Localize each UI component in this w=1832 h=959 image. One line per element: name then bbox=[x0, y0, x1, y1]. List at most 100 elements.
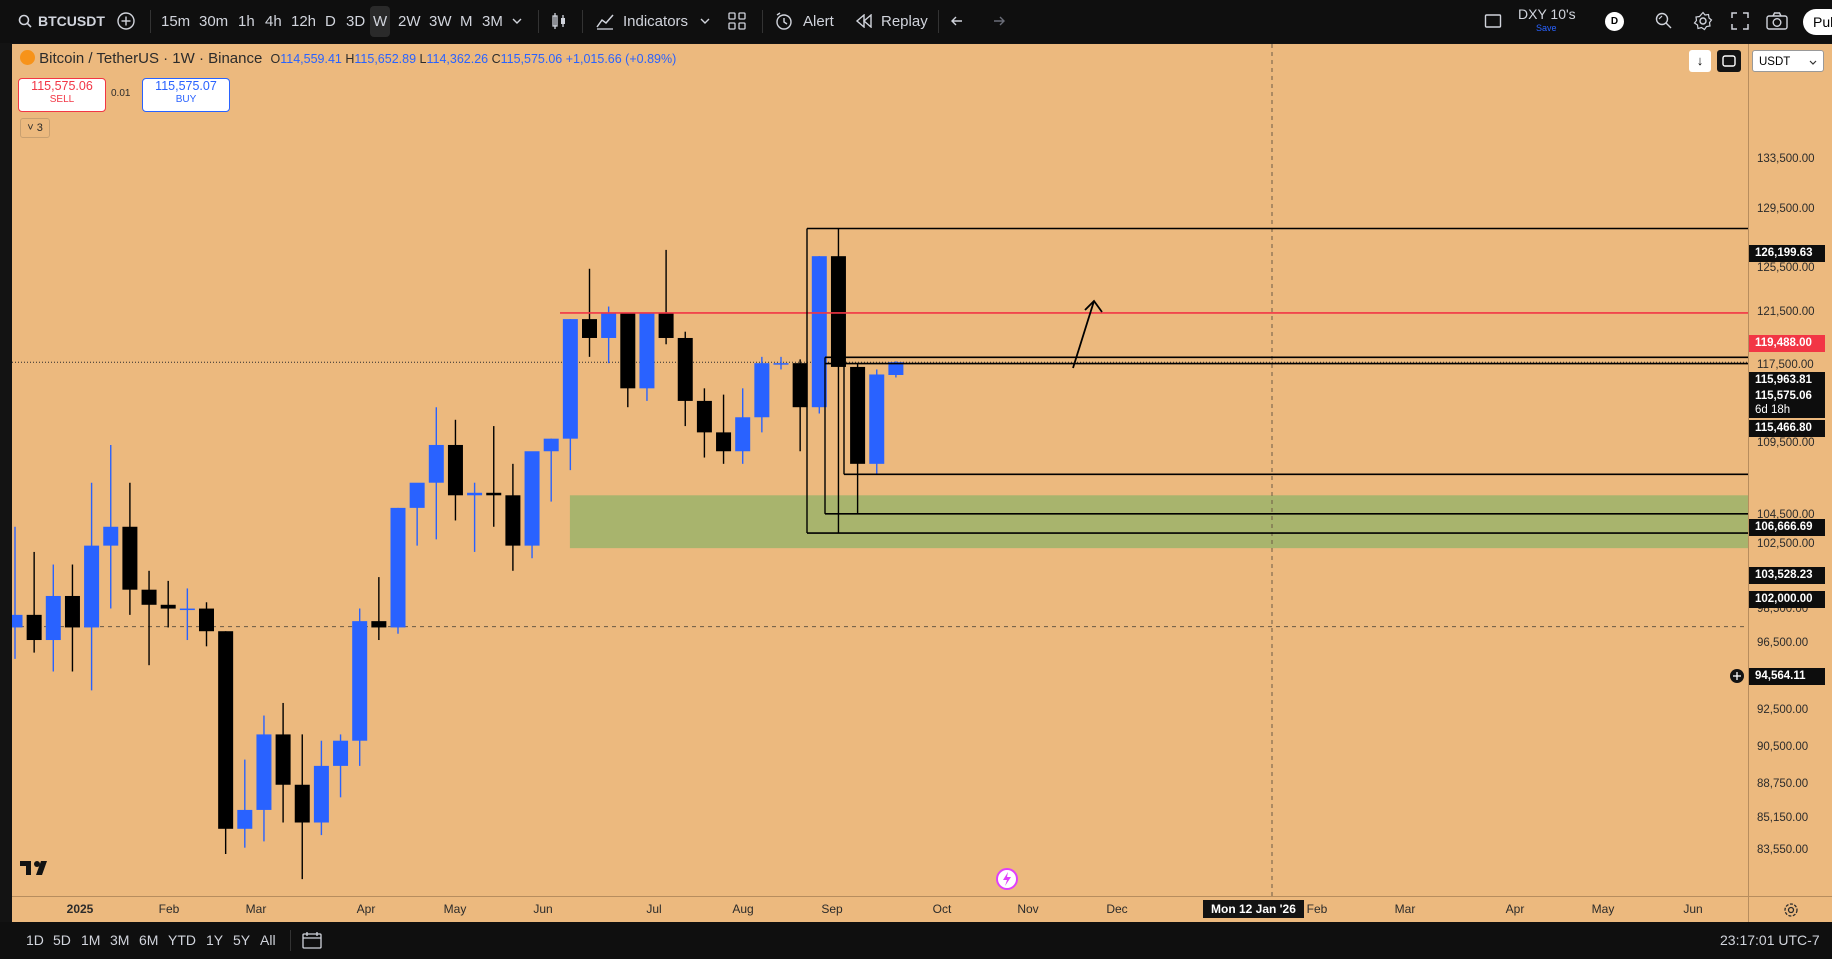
candle-body bbox=[160, 604, 176, 609]
interval-d[interactable]: D bbox=[325, 13, 336, 30]
buy-button[interactable]: 115,575.07 BUY bbox=[142, 78, 230, 112]
chevron-down-icon[interactable] bbox=[700, 0, 710, 43]
tradingview-logo[interactable] bbox=[20, 858, 54, 878]
top-toolbar: BTCUSDT 15m 30m 1h 4h 12h D 3D W 2W 3W M… bbox=[0, 0, 1832, 43]
candle-body bbox=[505, 495, 521, 546]
scroll-to-latest-icon[interactable]: ↓ bbox=[1689, 50, 1711, 72]
fullscreen-icon[interactable] bbox=[1731, 0, 1749, 43]
time-scale-label: Oct bbox=[932, 902, 952, 916]
candle-body bbox=[275, 734, 291, 785]
time-scale-label: May bbox=[443, 902, 467, 916]
price-scale-label: 83,550.00 bbox=[1757, 844, 1809, 856]
layout-square-icon[interactable] bbox=[1484, 0, 1502, 43]
candle-body bbox=[84, 545, 100, 628]
interval-30m[interactable]: 30m bbox=[199, 13, 229, 30]
interval-3d[interactable]: 3D bbox=[346, 13, 366, 30]
price-level-tag: 106,666.69 bbox=[1749, 518, 1825, 536]
axis-corner[interactable] bbox=[1748, 896, 1832, 923]
replay-button[interactable]: Replay bbox=[881, 13, 928, 30]
price-chart[interactable] bbox=[12, 44, 1748, 896]
symbol-search-button[interactable]: BTCUSDT bbox=[38, 13, 105, 29]
lightning-event-icon[interactable] bbox=[996, 868, 1018, 890]
price-scale-label: 109,500.00 bbox=[1757, 437, 1815, 449]
avatar[interactable]: D bbox=[1605, 12, 1624, 31]
redo-icon[interactable] bbox=[989, 0, 1005, 43]
candle-body bbox=[830, 256, 846, 367]
search-icon[interactable] bbox=[18, 0, 32, 43]
candle-body bbox=[352, 621, 368, 741]
candle-body bbox=[486, 492, 502, 496]
price-scale-label: 92,500.00 bbox=[1757, 704, 1809, 716]
time-scale-label: Nov bbox=[1017, 902, 1039, 916]
candle-body bbox=[256, 734, 272, 810]
range-3m[interactable]: 3M bbox=[110, 932, 130, 948]
templates-grid-icon[interactable] bbox=[728, 0, 746, 43]
spread-value: 0.01 bbox=[111, 88, 131, 99]
settings-gear-icon[interactable] bbox=[1693, 0, 1713, 43]
replay-icon[interactable] bbox=[855, 0, 873, 43]
range-ytd[interactable]: YTD bbox=[168, 932, 196, 948]
watch-symbol-label[interactable]: DXY 10's bbox=[1518, 6, 1576, 22]
save-label[interactable]: Save bbox=[1536, 23, 1557, 33]
interval-1h[interactable]: 1h bbox=[238, 13, 255, 30]
chevron-down-icon: ˅ bbox=[27, 122, 34, 134]
candle-type-icon[interactable] bbox=[549, 0, 569, 43]
alert-button[interactable]: Alert bbox=[803, 13, 834, 30]
price-scale-label: 121,500.00 bbox=[1757, 306, 1815, 318]
indicators-button[interactable]: Indicators bbox=[623, 13, 689, 30]
price-scale-label: 117,500.00 bbox=[1757, 359, 1814, 371]
chevron-down-icon[interactable] bbox=[512, 0, 522, 43]
clock-timezone[interactable]: 23:17:01 UTC-7 bbox=[1720, 932, 1820, 948]
interval-3m[interactable]: 3M bbox=[482, 13, 503, 30]
interval-w[interactable]: W bbox=[370, 6, 391, 37]
camera-snapshot-icon[interactable] bbox=[1766, 0, 1788, 43]
alert-clock-icon[interactable] bbox=[774, 0, 794, 43]
time-scale-label: Jun bbox=[533, 902, 553, 916]
date-range-calendar-icon[interactable] bbox=[302, 922, 322, 959]
publish-button[interactable]: Pul bbox=[1803, 9, 1832, 35]
time-scale-label: Apr bbox=[1505, 902, 1525, 916]
time-scale-label: Apr bbox=[356, 902, 376, 916]
price-scale-label: 129,500.00 bbox=[1757, 203, 1815, 215]
interval-15m[interactable]: 15m bbox=[161, 13, 191, 30]
indicators-collapse-toggle[interactable]: ˅ 3 bbox=[20, 118, 50, 138]
candle-body bbox=[754, 363, 770, 418]
toolbar-divider bbox=[290, 930, 291, 951]
price-scale-label: 96,500.00 bbox=[1757, 637, 1809, 649]
add-price-plus-icon[interactable] bbox=[1729, 668, 1745, 684]
range-1m[interactable]: 1M bbox=[81, 932, 101, 948]
interval-12h[interactable]: 12h bbox=[291, 13, 317, 30]
ohlc-values: O114,559.41 H115,652.89 L114,362.26 C115… bbox=[270, 52, 677, 66]
toolbar-divider bbox=[582, 10, 583, 33]
left-edge-strip bbox=[0, 44, 12, 922]
range-5d[interactable]: 5D bbox=[53, 932, 71, 948]
undo-icon[interactable] bbox=[951, 0, 967, 43]
interval-4h[interactable]: 4h bbox=[265, 13, 282, 30]
chart-pane[interactable]: Bitcoin / TetherUS · 1W · Binance O114,5… bbox=[12, 44, 1748, 896]
settings-gear-icon[interactable] bbox=[1783, 902, 1799, 918]
candle-body bbox=[333, 740, 349, 766]
range-6m[interactable]: 6M bbox=[139, 932, 159, 948]
compare-add-icon[interactable] bbox=[116, 0, 136, 43]
range-all[interactable]: All bbox=[260, 932, 276, 948]
maximize-pane-icon[interactable] bbox=[1717, 50, 1741, 72]
indicators-icon[interactable] bbox=[595, 0, 615, 43]
range-1y[interactable]: 1Y bbox=[206, 932, 224, 948]
time-scale-label: Feb bbox=[158, 902, 180, 916]
interval-3w[interactable]: 3W bbox=[429, 13, 452, 30]
time-axis[interactable]: 2025 Feb Mar Apr May Jun Jul Aug Sep Oct Nov Dec Feb… bbox=[12, 896, 1748, 923]
symbol-title[interactable]: Bitcoin / TetherUS · 1W · Binance bbox=[39, 50, 263, 67]
interval-m[interactable]: M bbox=[460, 13, 473, 30]
sell-button[interactable]: 115,575.06 SELL bbox=[18, 78, 106, 112]
candle-body bbox=[45, 595, 61, 641]
range-1d[interactable]: 1D bbox=[26, 932, 44, 948]
time-scale-label: May bbox=[1591, 902, 1615, 916]
price-axis[interactable]: USDT 133,500.00 129,500.00 125,500.00 121,5… bbox=[1730, 44, 1832, 896]
crosshair-date-tag: Mon 12 Jan '26 bbox=[1203, 900, 1304, 918]
currency-select[interactable]: USDT bbox=[1752, 50, 1824, 72]
range-5y[interactable]: 5Y bbox=[233, 932, 251, 948]
price-level-tag: 115,963.81 bbox=[1749, 371, 1825, 389]
object-tree-icon[interactable] bbox=[1654, 0, 1674, 43]
interval-2w[interactable]: 2W bbox=[398, 13, 421, 30]
candle-body bbox=[696, 400, 712, 433]
